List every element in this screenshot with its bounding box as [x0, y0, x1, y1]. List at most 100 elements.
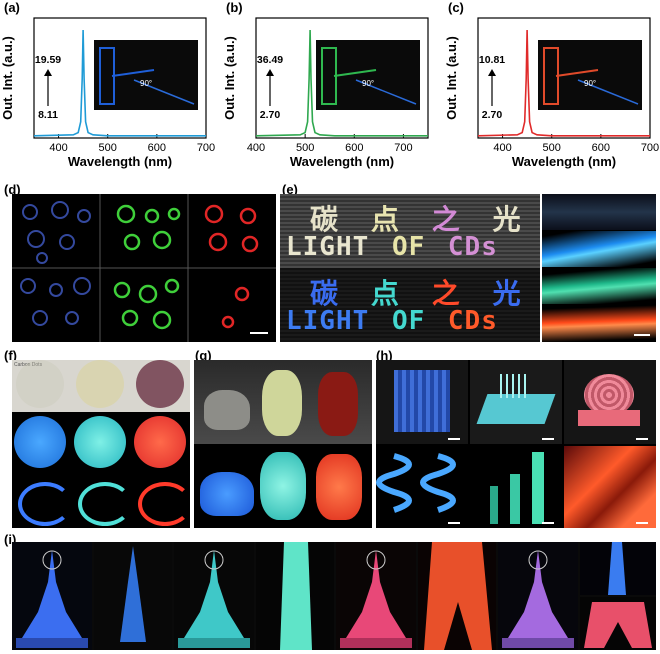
panel-d-image [12, 194, 276, 342]
x-tick-label: 500 [543, 142, 561, 154]
cn-char-2: 点 [370, 203, 400, 236]
fiber-red [542, 305, 656, 342]
cn-char-4: 光 [492, 203, 522, 236]
glowing-discs [12, 414, 190, 470]
rabbit-figure [204, 390, 250, 430]
scale-bar-h6 [636, 522, 648, 524]
chart-c: 400 500 600 700 Wavelength (nm) Out. Int. (a.… [444, 0, 660, 180]
panel-label-d: (d) [4, 182, 21, 197]
disc-cyan [74, 416, 126, 468]
panel-label-b: (b) [226, 0, 243, 15]
scale-bar-h3 [636, 438, 648, 440]
film-disc-3 [136, 360, 184, 408]
panel-g-image [194, 360, 372, 528]
text-row-day: 碳 点 之 光 LIGHT OF CDs [280, 194, 540, 268]
rabbit-figure-glow [200, 472, 254, 516]
text-row-uv: 碳 点 之 光 LIGHT OF CDs [280, 268, 540, 342]
tiger-figure [318, 372, 358, 436]
tiger-figure-glow [316, 454, 362, 520]
film-disc-1 [16, 360, 64, 408]
annotation-top: 36.49 [257, 54, 283, 66]
film-on-text: Carbon Dots [12, 360, 190, 412]
chart-a: 400 500 600 700 Wavelength (nm) Out. Int. (a.… [0, 0, 220, 180]
en-word-uv-3: CDs [447, 306, 498, 336]
scale-bar-h5 [542, 522, 554, 524]
laser-beam [555, 69, 599, 77]
cell-grid [12, 194, 276, 342]
pillar-block [470, 360, 562, 444]
plot-frame [33, 17, 207, 139]
x-tick-label: 500 [296, 142, 314, 154]
cn-char-uv-2: 点 [370, 277, 400, 310]
cn-char-uv-4: 光 [492, 277, 522, 310]
x-tick-label: 600 [345, 142, 363, 154]
plot-frame [255, 17, 429, 139]
cn-char-3: 之 [431, 203, 461, 236]
helix-glow [376, 446, 468, 528]
panel-label-c: (c) [448, 0, 464, 15]
x-tick-label: 700 [197, 142, 215, 154]
carbon-dots-text: Carbon Dots [14, 362, 43, 368]
spectrum-line [477, 29, 650, 137]
lattice-block [376, 360, 468, 444]
chart-b: 400 500 600 700 Wavelength (nm) Out. Int. (a.… [222, 0, 442, 180]
figures-day [194, 360, 372, 444]
x-tick-label: 400 [49, 142, 67, 154]
disc-red [134, 416, 186, 468]
spectrum-line [255, 29, 428, 137]
pump-beam [133, 79, 195, 105]
angle-label: 90° [362, 79, 374, 88]
x-axis-title: Wavelength (nm) [512, 154, 616, 169]
chart-a-svg: 400 500 600 700 Wavelength (nm) Out. Int. (a.… [0, 17, 215, 169]
panel-label-g: (g) [195, 348, 212, 363]
lamp-blue [18, 482, 72, 526]
annotation-top: 19.59 [35, 54, 61, 66]
threshold-arrow-head [266, 69, 274, 76]
threshold-arrow-head [44, 69, 52, 76]
cn-char-1: 碳 [310, 203, 340, 236]
annotation-top: 10.81 [479, 54, 505, 66]
lamp-red [138, 482, 190, 526]
film-disc-2 [76, 360, 124, 408]
pump-beam [355, 79, 417, 105]
fiber-blue [542, 231, 656, 267]
x-axis-title: Wavelength (nm) [290, 154, 394, 169]
panel-label-f: (f) [4, 348, 17, 363]
panel-f-image: Carbon Dots [12, 360, 190, 528]
x-tick-label: 700 [641, 142, 659, 154]
y-axis-title: Out. Int. (a.u.) [0, 36, 15, 120]
en-word-1: LIGHT [286, 232, 370, 262]
scale-bar-e [634, 334, 650, 336]
y-axis-title: Out. Int. (a.u.) [222, 36, 237, 120]
pump-beam [577, 79, 639, 105]
figures-uv [194, 444, 372, 528]
laser-beam [111, 69, 155, 77]
threshold-arrow-head [488, 69, 496, 76]
fin-glow [564, 446, 656, 528]
annotation-bottom: 2.70 [260, 109, 281, 121]
panel-e-image: 碳 点 之 光 LIGHT OF CDs 碳 点 之 光 LIGHT OF CD… [280, 194, 540, 342]
panel-i-image [12, 542, 656, 650]
spiral-block [564, 360, 656, 444]
annotation-bottom: 2.70 [482, 109, 503, 121]
fiber-green [542, 268, 656, 304]
angle-label: 90° [584, 79, 596, 88]
cn-char-uv-1: 碳 [310, 277, 340, 310]
cn-char-uv-3: 之 [431, 277, 461, 310]
panel-label-a: (a) [4, 0, 20, 15]
bear-figure-glow [260, 452, 306, 520]
y-axis-title: Out. Int. (a.u.) [444, 36, 459, 120]
x-tick-label: 400 [493, 142, 511, 154]
panel-label-e: (e) [282, 182, 298, 197]
scale-bar-h4 [448, 522, 460, 524]
annotation-bottom: 8.11 [38, 109, 58, 121]
scale-bar-h2 [542, 438, 554, 440]
spectrum-line [33, 29, 206, 137]
bear-figure [262, 370, 302, 436]
pillar-glow [470, 446, 562, 528]
fiber-white [542, 194, 656, 230]
x-tick-label: 600 [148, 142, 166, 154]
x-tick-label: 400 [247, 142, 265, 154]
eiffel-row [12, 542, 656, 650]
